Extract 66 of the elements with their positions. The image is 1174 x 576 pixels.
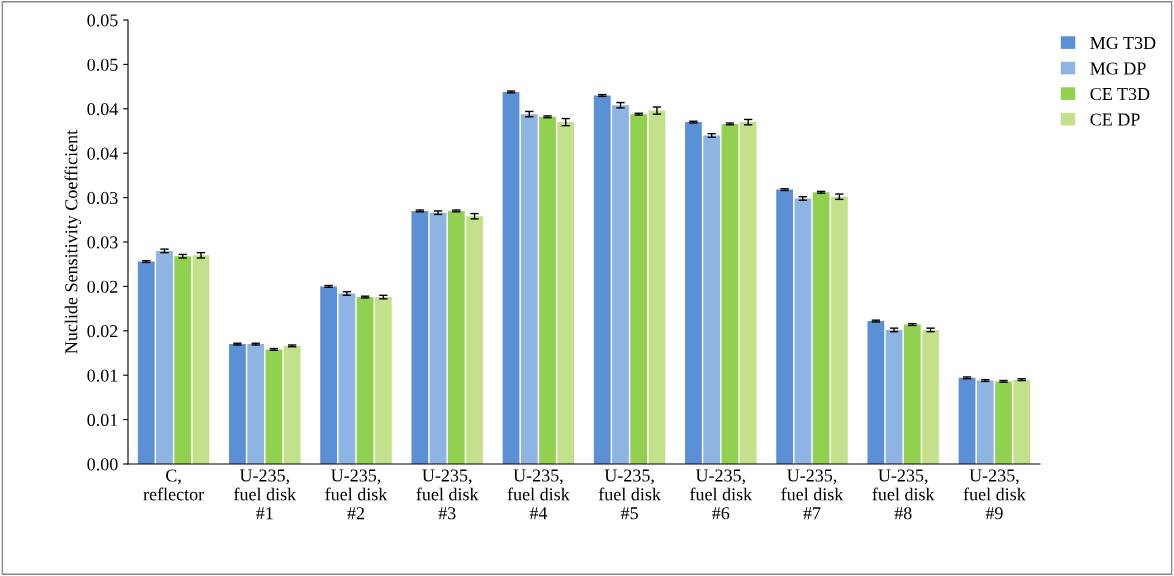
bar [703, 135, 721, 464]
bar [976, 380, 994, 464]
bar [320, 286, 338, 464]
bar [776, 189, 794, 464]
y-tick-label: 0.02 [87, 325, 118, 338]
bar [612, 105, 629, 464]
x-tick-label: U-235, fuel disk #5 [598, 469, 661, 520]
bar [283, 345, 301, 464]
y-tick-label: 0.01 [87, 413, 118, 427]
legend-label: CE DP [1090, 113, 1140, 126]
y-tick-label: 0.03 [87, 236, 118, 249]
legend-label: MG T3D [1090, 36, 1156, 50]
bar [338, 293, 356, 464]
y-tick-label: 0.04 [87, 147, 118, 160]
bar [1013, 379, 1031, 464]
y-tick-label: 0.02 [87, 280, 118, 293]
bar [466, 216, 483, 464]
bar [156, 250, 173, 464]
bar [229, 344, 246, 464]
bar [995, 381, 1012, 464]
bar [812, 192, 830, 464]
bar [867, 321, 885, 464]
x-tick-label: U-235, fuel disk #6 [690, 469, 753, 520]
y-axis-title: Nuclide Sensitivity Coefficient [64, 129, 82, 354]
x-tick-label: U-235, fuel disk #3 [416, 469, 479, 520]
bar [265, 349, 283, 464]
bar [922, 329, 939, 464]
legend-label: MG DP [1090, 62, 1146, 75]
bar [794, 198, 812, 464]
bar [557, 122, 575, 464]
bar [685, 122, 702, 464]
bar [630, 114, 648, 464]
bar [374, 297, 392, 464]
bar [356, 297, 374, 464]
bar [137, 261, 155, 464]
bar [192, 255, 210, 464]
x-tick-label: U-235, fuel disk #7 [781, 469, 844, 520]
y-tick-label: 0.04 [87, 103, 118, 116]
bar [648, 110, 666, 464]
bar [885, 329, 903, 464]
y-tick-label: 0.05 [87, 58, 118, 71]
bar [539, 116, 556, 464]
bar [411, 210, 429, 464]
bar [174, 256, 192, 464]
bar [447, 210, 465, 464]
y-tick-label: 0.00 [87, 458, 118, 471]
x-tick-label: U-235, fuel disk #1 [234, 469, 297, 520]
bar [247, 344, 265, 464]
y-tick-label: 0.03 [87, 191, 118, 205]
x-tick-label: U-235, fuel disk #2 [325, 469, 388, 520]
bar [429, 212, 447, 464]
bar [593, 95, 611, 464]
x-tick-label: U-235, fuel disk #9 [963, 469, 1026, 520]
legend-label: CE T3D [1090, 87, 1150, 101]
bar [903, 324, 921, 464]
bar [739, 122, 757, 464]
x-tick-label: U-235, fuel disk #4 [507, 469, 570, 520]
bar [520, 114, 538, 464]
bar [830, 196, 848, 464]
bar [958, 377, 976, 464]
y-tick-label: 0.01 [87, 369, 118, 382]
bar [721, 123, 739, 464]
x-tick-label: U-235, fuel disk #8 [872, 469, 935, 520]
x-tick-label: C, reflector [143, 469, 205, 501]
y-tick-label: 0.05 [87, 14, 118, 27]
bar [502, 91, 520, 464]
